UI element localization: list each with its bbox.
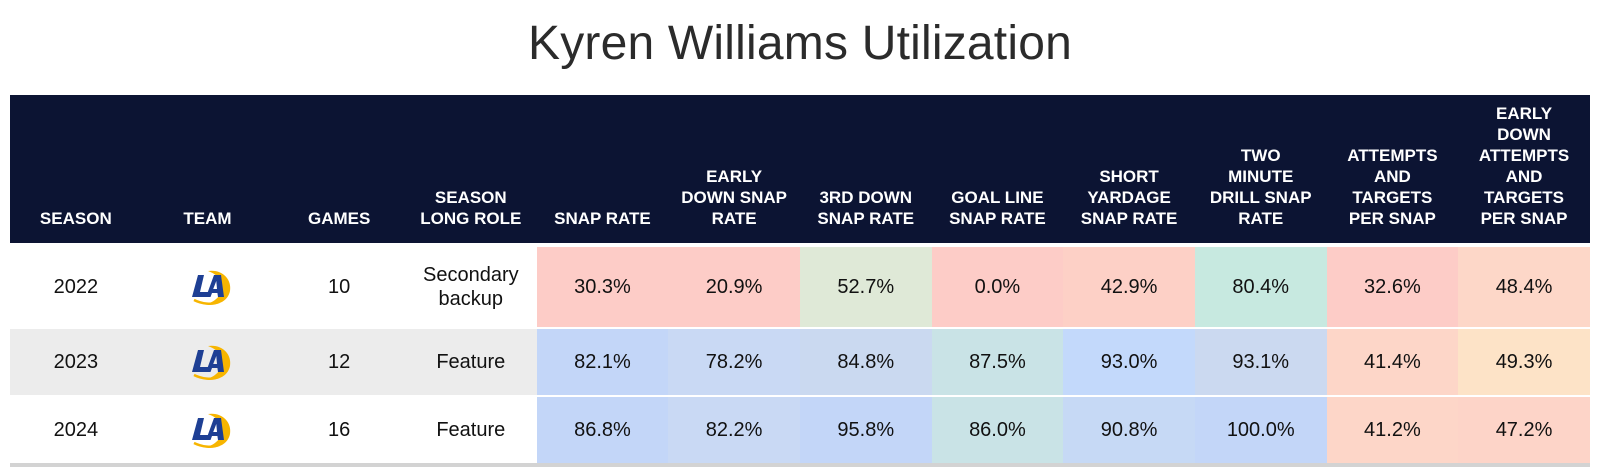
third-down-snap-rate-cell: 95.8% xyxy=(799,397,932,463)
two-minute-drill-snap-rate-cell: 93.1% xyxy=(1194,329,1327,395)
column-header-games[interactable]: GAMES xyxy=(307,209,371,228)
attempts-targets-per-snap-cell: 41.4% xyxy=(1326,329,1459,395)
attempts-targets-per-snap-cell: 32.6% xyxy=(1326,247,1459,327)
season-cell: 2024 xyxy=(53,419,99,441)
short-yardage-snap-rate-cell: 90.8% xyxy=(1063,397,1195,463)
column-header-snap-rate[interactable]: SNAP RATE xyxy=(554,209,651,228)
third-down-snap-rate-cell: 52.7% xyxy=(799,247,932,327)
role-cell: Feature xyxy=(436,351,506,373)
column-header-early-down-attempts-targets-per-snap[interactable]: EARLY DOWN ATTEMPTS AND TARGETS PER SNAP xyxy=(1478,104,1570,228)
early-down-snap-rate-cell: 78.2% xyxy=(668,329,800,395)
role-cell: Feature xyxy=(436,419,506,441)
column-header-season-long-role[interactable]: SEASON LONG ROLE xyxy=(420,188,522,228)
goal-line-snap-rate-cell: 87.5% xyxy=(931,329,1064,395)
goal-line-snap-rate-cell: 86.0% xyxy=(931,397,1064,463)
column-header-attempts-targets-per-snap[interactable]: ATTEMPTS AND TARGETS PER SNAP xyxy=(1347,146,1438,228)
games-cell: 12 xyxy=(328,351,351,373)
early-down-attempts-targets-per-snap-cell: 47.2% xyxy=(1458,397,1590,463)
table-row: 2023 LA 12 Feature 82.1% 78.2% 84.8% 87.… xyxy=(10,329,1590,395)
table-row: 2024 LA 16 Feature 86.8% 82.2% 95.8% 86.… xyxy=(10,397,1590,467)
early-down-attempts-targets-per-snap-cell: 49.3% xyxy=(1458,329,1590,395)
short-yardage-snap-rate-cell: 42.9% xyxy=(1063,247,1195,327)
snap-rate-cell: 82.1% xyxy=(536,329,669,395)
attempts-targets-per-snap-cell: 41.2% xyxy=(1326,397,1459,463)
team-cell: LA xyxy=(142,397,274,463)
column-header-two-minute-drill-snap-rate[interactable]: TWO MINUTE DRILL SNAP RATE xyxy=(1209,146,1312,228)
la-rams-logo-icon xyxy=(192,413,231,448)
column-header-short-yardage-snap-rate[interactable]: SHORT YARDAGE SNAP RATE xyxy=(1080,167,1178,228)
utilization-table: SEASON TEAM GAMES SEASON LONG ROLE SNAP … xyxy=(10,95,1590,467)
column-header-early-down-snap-rate[interactable]: EARLY DOWN SNAP RATE xyxy=(681,167,787,228)
snap-rate-cell: 30.3% xyxy=(536,247,669,327)
column-header-goal-line-snap-rate[interactable]: GOAL LINE SNAP RATE xyxy=(949,188,1046,228)
team-cell: LA xyxy=(142,329,274,395)
team-cell: LA xyxy=(142,247,274,327)
table-header: SEASON TEAM GAMES SEASON LONG ROLE SNAP … xyxy=(10,95,1590,243)
short-yardage-snap-rate-cell: 93.0% xyxy=(1063,329,1195,395)
role-cell: Secondary backup xyxy=(422,264,519,310)
column-header-3rd-down-snap-rate[interactable]: 3RD DOWN SNAP RATE xyxy=(817,188,915,228)
early-down-attempts-targets-per-snap-cell: 48.4% xyxy=(1458,247,1590,327)
early-down-snap-rate-cell: 82.2% xyxy=(668,397,800,463)
table-row: 2022 LA 10 Secondary backup 30.3% 20.9% … xyxy=(10,247,1590,327)
la-rams-logo-icon xyxy=(192,345,231,380)
la-rams-logo-icon xyxy=(192,270,231,305)
two-minute-drill-snap-rate-cell: 80.4% xyxy=(1194,247,1327,327)
games-cell: 10 xyxy=(328,276,351,298)
games-cell: 16 xyxy=(328,419,351,441)
column-header-season[interactable]: SEASON xyxy=(39,209,112,228)
early-down-snap-rate-cell: 20.9% xyxy=(668,247,800,327)
goal-line-snap-rate-cell: 0.0% xyxy=(931,247,1064,327)
page-title: Kyren Williams Utilization xyxy=(528,17,1072,70)
third-down-snap-rate-cell: 84.8% xyxy=(799,329,932,395)
season-cell: 2022 xyxy=(53,276,99,298)
column-header-team[interactable]: TEAM xyxy=(183,209,232,228)
season-cell: 2023 xyxy=(53,351,99,373)
two-minute-drill-snap-rate-cell: 100.0% xyxy=(1194,397,1327,463)
snap-rate-cell: 86.8% xyxy=(536,397,669,463)
